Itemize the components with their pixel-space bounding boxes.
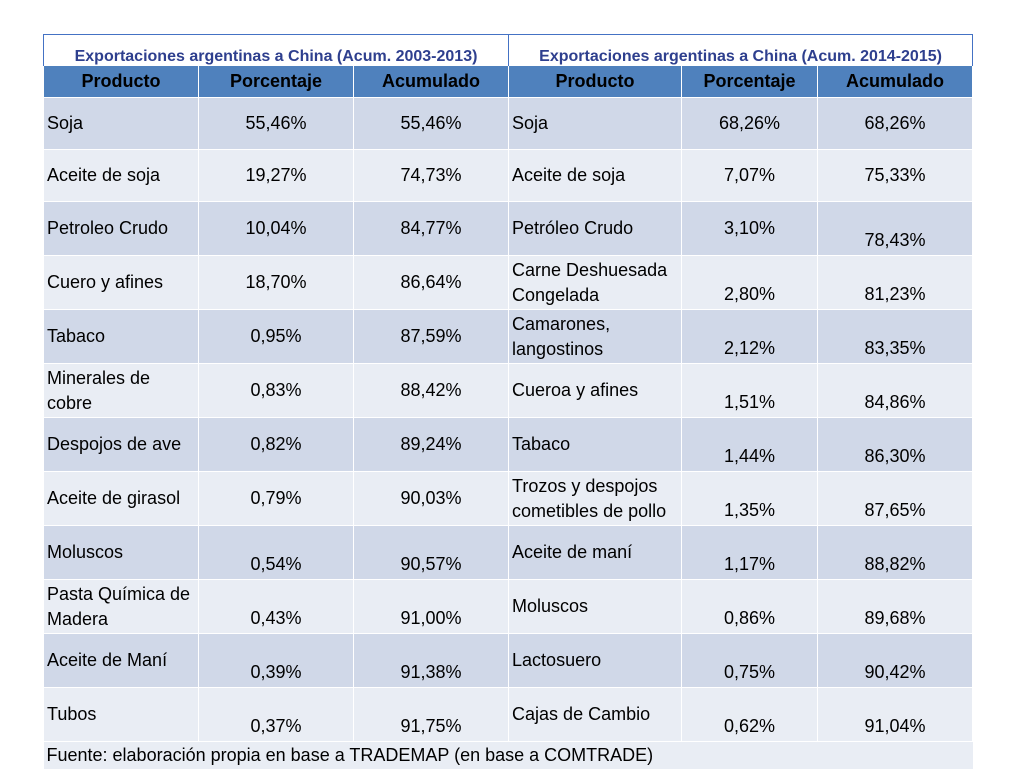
percentage-cell-left: 0,95% — [199, 310, 354, 364]
percentage-cell-right: 2,12% — [682, 310, 818, 364]
header-porcentaje-left: Porcentaje — [199, 66, 354, 98]
period-title-row: Exportaciones argentinas a China (Acum. … — [44, 35, 973, 67]
percentage-cell-left: 0,39% — [199, 634, 354, 688]
percentage-cell-left: 0,82% — [199, 418, 354, 472]
percentage-cell-right: 1,35% — [682, 472, 818, 526]
cumulative-cell-left: 55,46% — [354, 98, 509, 150]
cumulative-cell-left: 88,42% — [354, 364, 509, 418]
cumulative-cell-right: 84,86% — [818, 364, 973, 418]
percentage-cell-right: 68,26% — [682, 98, 818, 150]
product-cell-left: Moluscos — [44, 526, 199, 580]
exports-table-slide: Exportaciones argentinas a China (Acum. … — [43, 34, 972, 769]
cumulative-cell-left: 90,03% — [354, 472, 509, 526]
cumulative-cell-right: 91,04% — [818, 688, 973, 742]
source-row: Fuente: elaboración propia en base a TRA… — [44, 742, 973, 769]
product-cell-right: Cajas de Cambio — [509, 688, 682, 742]
product-cell-left: Aceite de Maní — [44, 634, 199, 688]
cumulative-cell-left: 91,38% — [354, 634, 509, 688]
cumulative-cell-right: 78,43% — [818, 202, 973, 256]
cumulative-cell-right: 90,42% — [818, 634, 973, 688]
cumulative-cell-left: 74,73% — [354, 150, 509, 202]
header-acumulado-right: Acumulado — [818, 66, 973, 98]
percentage-cell-left: 0,83% — [199, 364, 354, 418]
percentage-cell-left: 10,04% — [199, 202, 354, 256]
product-cell-right: Soja — [509, 98, 682, 150]
product-cell-left: Minerales de cobre — [44, 364, 199, 418]
product-cell-left: Cuero y afines — [44, 256, 199, 310]
percentage-cell-right: 7,07% — [682, 150, 818, 202]
product-cell-right: Petróleo Crudo — [509, 202, 682, 256]
percentage-cell-left: 0,37% — [199, 688, 354, 742]
cumulative-cell-right: 88,82% — [818, 526, 973, 580]
cumulative-cell-right: 89,68% — [818, 580, 973, 634]
percentage-cell-left: 0,43% — [199, 580, 354, 634]
product-cell-right: Camarones, langostinos — [509, 310, 682, 364]
cumulative-cell-left: 84,77% — [354, 202, 509, 256]
percentage-cell-right: 1,44% — [682, 418, 818, 472]
percentage-cell-right: 0,86% — [682, 580, 818, 634]
product-cell-right: Aceite de soja — [509, 150, 682, 202]
header-porcentaje-right: Porcentaje — [682, 66, 818, 98]
cumulative-cell-left: 91,75% — [354, 688, 509, 742]
cumulative-cell-left: 86,64% — [354, 256, 509, 310]
product-cell-left: Tubos — [44, 688, 199, 742]
percentage-cell-left: 0,54% — [199, 526, 354, 580]
product-cell-left: Aceite de soja — [44, 150, 199, 202]
header-producto-right: Producto — [509, 66, 682, 98]
header-acumulado-left: Acumulado — [354, 66, 509, 98]
cumulative-cell-left: 87,59% — [354, 310, 509, 364]
product-cell-right: Lactosuero — [509, 634, 682, 688]
percentage-cell-left: 19,27% — [199, 150, 354, 202]
product-cell-left: Soja — [44, 98, 199, 150]
product-cell-left: Tabaco — [44, 310, 199, 364]
percentage-cell-left: 18,70% — [199, 256, 354, 310]
product-cell-right: Moluscos — [509, 580, 682, 634]
cumulative-cell-left: 90,57% — [354, 526, 509, 580]
cumulative-cell-right: 86,30% — [818, 418, 973, 472]
exports-table: Exportaciones argentinas a China (Acum. … — [43, 34, 973, 769]
percentage-cell-right: 1,51% — [682, 364, 818, 418]
cumulative-cell-left: 89,24% — [354, 418, 509, 472]
cumulative-cell-right: 68,26% — [818, 98, 973, 150]
percentage-cell-right: 0,75% — [682, 634, 818, 688]
cumulative-cell-right: 87,65% — [818, 472, 973, 526]
cumulative-cell-left: 91,00% — [354, 580, 509, 634]
cumulative-cell-right: 75,33% — [818, 150, 973, 202]
percentage-cell-right: 1,17% — [682, 526, 818, 580]
percentage-cell-right: 2,80% — [682, 256, 818, 310]
percentage-cell-left: 55,46% — [199, 98, 354, 150]
product-cell-right: Trozos y despojos cometibles de pollo — [509, 472, 682, 526]
product-cell-right: Cueroa y afines — [509, 364, 682, 418]
cumulative-cell-right: 81,23% — [818, 256, 973, 310]
title-2014-2015: Exportaciones argentinas a China (Acum. … — [509, 35, 973, 67]
product-cell-right: Aceite de maní — [509, 526, 682, 580]
header-producto-left: Producto — [44, 66, 199, 98]
source-note: Fuente: elaboración propia en base a TRA… — [44, 742, 973, 769]
title-2003-2013: Exportaciones argentinas a China (Acum. … — [44, 35, 509, 67]
product-cell-left: Petroleo Crudo — [44, 202, 199, 256]
percentage-cell-left: 0,79% — [199, 472, 354, 526]
product-cell-right: Carne Deshuesada Congelada — [509, 256, 682, 310]
percentage-cell-right: 0,62% — [682, 688, 818, 742]
product-cell-left: Aceite de girasol — [44, 472, 199, 526]
product-cell-right: Tabaco — [509, 418, 682, 472]
product-cell-left: Despojos de ave — [44, 418, 199, 472]
product-cell-left: Pasta Química de Madera — [44, 580, 199, 634]
percentage-cell-right: 3,10% — [682, 202, 818, 256]
column-header-row: Producto Porcentaje Acumulado Producto P… — [44, 66, 973, 98]
cumulative-cell-right: 83,35% — [818, 310, 973, 364]
